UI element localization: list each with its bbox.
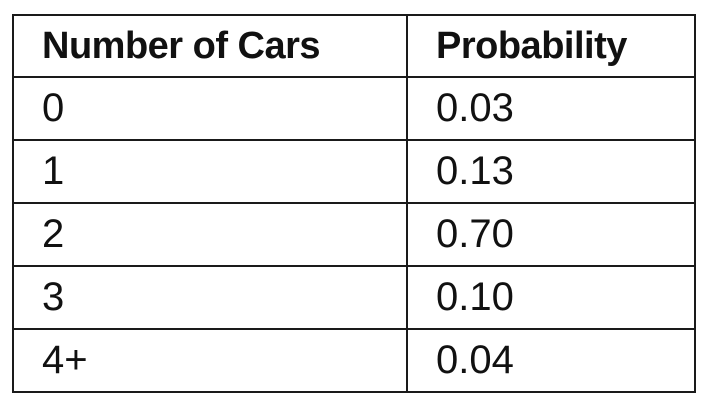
table-row: 2 0.70 [12,202,696,267]
cell-probability: 0.04 [406,328,696,393]
header-probability: Probability [406,14,696,78]
table-body: 0 0.03 1 0.13 2 0.70 3 0.10 4+ 0.04 [12,76,696,393]
table-row: 3 0.10 [12,265,696,330]
cell-number-of-cars: 2 [12,202,408,267]
header-number-of-cars: Number of Cars [12,14,408,78]
table-row: 0 0.03 [12,76,696,141]
cell-number-of-cars: 3 [12,265,408,330]
probability-table-container: Number of Cars Probability 0 0.03 1 0.13… [12,14,696,399]
cell-number-of-cars: 1 [12,139,408,204]
cell-number-of-cars: 4+ [12,328,408,393]
table-header: Number of Cars Probability [12,14,696,78]
probability-table: Number of Cars Probability 0 0.03 1 0.13… [12,14,696,393]
header-row: Number of Cars Probability [12,14,696,78]
cell-probability: 0.13 [406,139,696,204]
table-row: 4+ 0.04 [12,328,696,393]
cell-probability: 0.03 [406,76,696,141]
cell-probability: 0.70 [406,202,696,267]
cell-number-of-cars: 0 [12,76,408,141]
table-row: 1 0.13 [12,139,696,204]
cell-probability: 0.10 [406,265,696,330]
